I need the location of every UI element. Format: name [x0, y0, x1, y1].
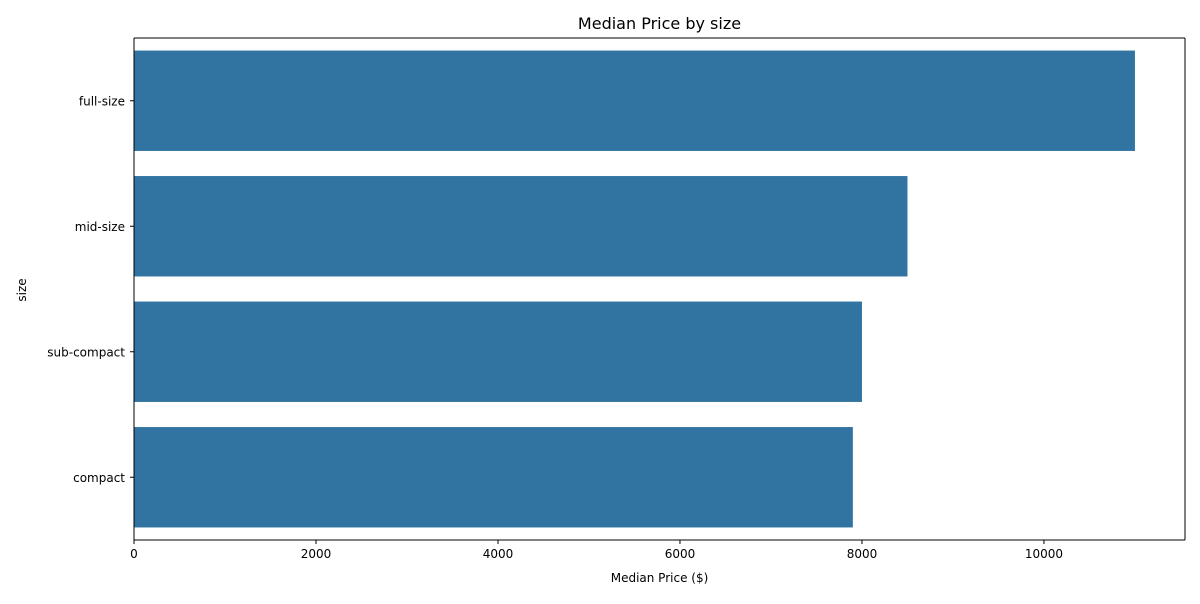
x-tick-label: 6000: [665, 547, 696, 561]
x-tick-label: 10000: [1025, 547, 1063, 561]
x-tick-label: 4000: [483, 547, 514, 561]
bar-mid-size: [134, 176, 908, 277]
chart-title: Median Price by size: [578, 14, 741, 33]
x-tick-label: 0: [130, 547, 138, 561]
bars-layer: [134, 50, 1135, 528]
bar-sub-compact: [134, 301, 862, 402]
y-tick-label: compact: [73, 471, 125, 485]
ticks-layer: full-size mid-size sub-compact compact 0 2000…: [47, 94, 1063, 561]
axes-layer: [133, 37, 1186, 541]
x-tick-label: 2000: [301, 547, 332, 561]
y-tick-label: full-size: [79, 94, 125, 108]
y-tick-label: sub-compact: [47, 345, 125, 359]
y-axis-label: size: [15, 278, 29, 301]
bar-compact: [134, 427, 853, 528]
y-tick-label: mid-size: [75, 220, 125, 234]
bar-full-size: [134, 50, 1135, 151]
x-tick-label: 8000: [847, 547, 878, 561]
x-axis-label: Median Price ($): [611, 571, 709, 585]
